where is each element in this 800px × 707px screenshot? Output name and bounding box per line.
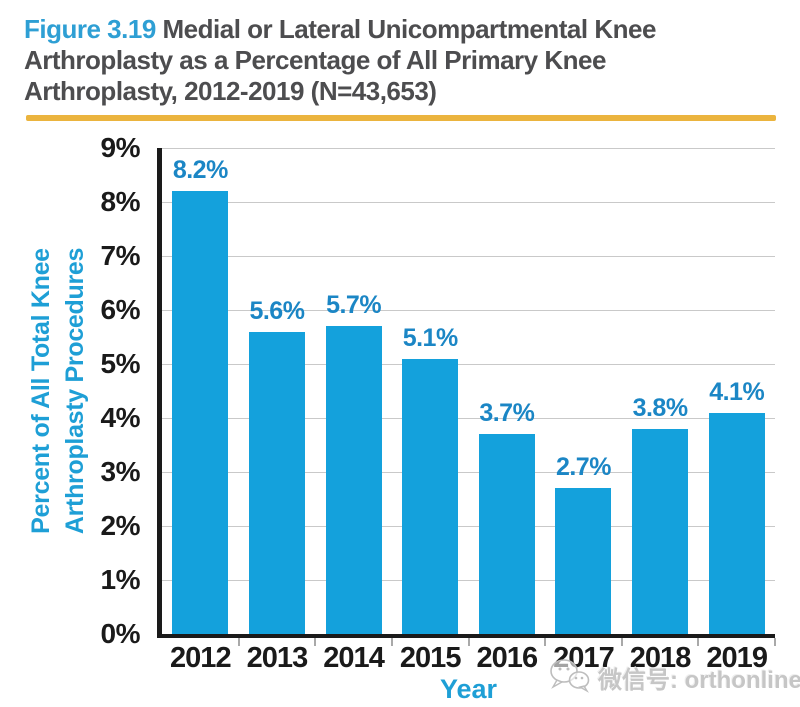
bar-2017 bbox=[555, 488, 612, 634]
bar-2015 bbox=[402, 358, 459, 634]
gridline-2pct bbox=[162, 526, 775, 527]
figure-number: Figure 3.19 bbox=[24, 14, 156, 44]
x-tick-label-2016: 2016 bbox=[476, 642, 539, 674]
value-label-2017: 2.7% bbox=[555, 453, 611, 482]
x-axis-tick bbox=[468, 638, 470, 646]
y-tick-label-9pct: 9% bbox=[100, 132, 141, 163]
y-tick-label-3pct: 3% bbox=[100, 456, 141, 487]
x-tick-label-2014: 2014 bbox=[323, 642, 385, 674]
x-axis-tick bbox=[391, 638, 393, 646]
value-label-2014: 5.7% bbox=[326, 291, 382, 320]
bar-2012 bbox=[172, 191, 229, 634]
x-tick-label-2019: 2019 bbox=[706, 642, 768, 674]
gridline-4pct bbox=[162, 418, 775, 419]
watermark-text: 微信号: orthonline bbox=[598, 667, 800, 694]
y-tick-label-4pct: 4% bbox=[100, 402, 141, 433]
y-tick-label-2pct: 2% bbox=[100, 510, 141, 541]
title-line-3: Arthroplasty, 2012-2019 (N=43,653) bbox=[24, 76, 437, 106]
x-axis-tick bbox=[544, 638, 546, 646]
title-divider-rule bbox=[26, 115, 776, 121]
gridline-3pct bbox=[162, 472, 775, 473]
gridline-5pct bbox=[162, 364, 775, 365]
x-axis-tick bbox=[774, 638, 776, 646]
bar-2018 bbox=[632, 428, 689, 634]
x-axis-tick bbox=[238, 638, 240, 646]
y-tick-label-5pct: 5% bbox=[100, 348, 141, 379]
bar-2013 bbox=[248, 331, 305, 634]
bar-2016 bbox=[478, 434, 535, 634]
gridline-8pct bbox=[162, 202, 775, 203]
x-axis-tick bbox=[314, 638, 316, 646]
y-tick-label-8pct: 8% bbox=[100, 186, 141, 217]
y-tick-label-0pct: 0% bbox=[100, 618, 141, 649]
x-tick-label-2013: 2013 bbox=[246, 642, 309, 674]
x-tick-label-2018: 2018 bbox=[629, 642, 692, 674]
value-label-2012: 8.2% bbox=[172, 156, 228, 185]
y-tick-label-6pct: 6% bbox=[100, 294, 141, 325]
value-label-2019: 4.1% bbox=[709, 377, 765, 406]
figure-title: Figure 3.19 Medial or Lateral Unicompart… bbox=[24, 14, 782, 107]
x-axis-title: Year bbox=[439, 674, 498, 704]
gridline-7pct bbox=[162, 256, 775, 257]
y-tick-label-1pct: 1% bbox=[100, 564, 141, 595]
value-label-2016: 3.7% bbox=[479, 399, 535, 428]
y-axis-tick-labels: 0% 1% 2% 3% 4% 5% 6% 7% 8% 9% bbox=[0, 132, 148, 649]
x-axis-tick bbox=[621, 638, 623, 646]
gridline-9pct bbox=[162, 148, 775, 149]
wechat-icon bbox=[548, 656, 592, 699]
value-label-2015: 5.1% bbox=[402, 323, 458, 352]
x-tick-label-2015: 2015 bbox=[399, 642, 462, 674]
x-axis-tick-labels: 2012 2013 2014 2015 2016 2017 2018 2019 bbox=[162, 642, 775, 674]
title-line-1: Figure 3.19 Medial or Lateral Unicompart… bbox=[24, 14, 782, 45]
x-tick-label-2012: 2012 bbox=[170, 642, 232, 674]
bar-2019 bbox=[708, 412, 765, 634]
title-line-1-text: Medial or Lateral Unicompartmental Knee bbox=[162, 14, 657, 44]
title-line-2: Arthroplasty as a Percentage of All Prim… bbox=[24, 45, 606, 75]
x-axis-tick bbox=[697, 638, 699, 646]
watermark: 微信号: orthonline bbox=[548, 656, 800, 699]
value-label-2013: 5.6% bbox=[249, 296, 305, 325]
gridline-6pct bbox=[162, 310, 775, 311]
plot-area: 8.2% 5.6% 5.7% 5.1% 3.7% 2.7% 3.8% 4.1% bbox=[157, 148, 776, 646]
y-tick-label-7pct: 7% bbox=[100, 240, 141, 271]
gridline-1pct bbox=[162, 580, 775, 581]
value-label-2018: 3.8% bbox=[632, 393, 688, 422]
bar-2014 bbox=[325, 326, 382, 634]
